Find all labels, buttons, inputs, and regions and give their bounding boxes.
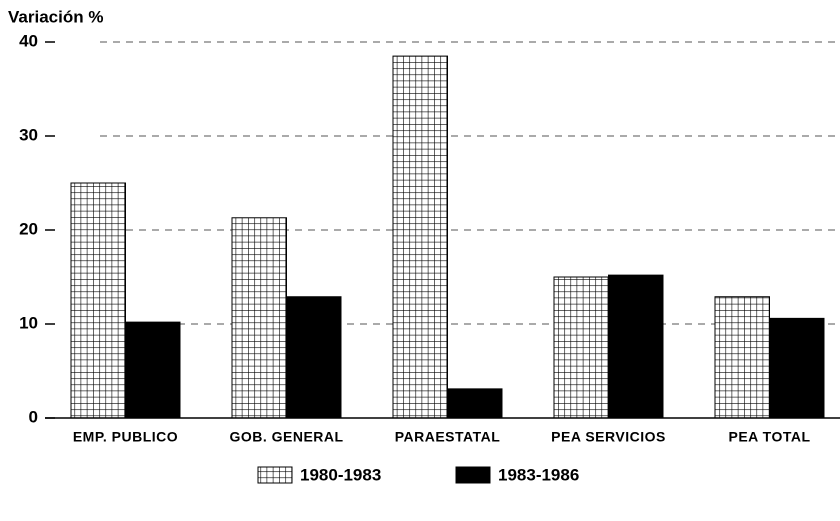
bar bbox=[392, 55, 448, 419]
y-axis-label: Variación % bbox=[8, 7, 103, 26]
y-tick-label: 0 bbox=[29, 407, 38, 426]
legend-swatch bbox=[455, 466, 491, 484]
bar bbox=[714, 296, 770, 419]
x-tick-label: GOB. GENERAL bbox=[229, 429, 343, 445]
legend-label: 1983-1986 bbox=[498, 465, 579, 484]
y-tick-label: 40 bbox=[19, 31, 38, 50]
bar bbox=[231, 217, 287, 419]
x-tick-label: EMP. PUBLICO bbox=[73, 429, 178, 445]
y-tick-label: 20 bbox=[19, 219, 38, 238]
legend-swatch bbox=[257, 466, 293, 484]
legend-label: 1980-1983 bbox=[300, 465, 381, 484]
bar bbox=[608, 274, 664, 419]
bar bbox=[769, 317, 825, 419]
y-tick-label: 10 bbox=[19, 313, 38, 332]
bar bbox=[70, 182, 126, 419]
bar bbox=[125, 321, 181, 419]
bar bbox=[286, 296, 342, 419]
bar bbox=[447, 388, 503, 419]
x-tick-label: PEA TOTAL bbox=[728, 429, 810, 445]
x-tick-label: PARAESTATAL bbox=[395, 429, 501, 445]
x-tick-label: PEA SERVICIOS bbox=[551, 429, 666, 445]
bar bbox=[553, 276, 609, 419]
y-tick-label: 30 bbox=[19, 125, 38, 144]
